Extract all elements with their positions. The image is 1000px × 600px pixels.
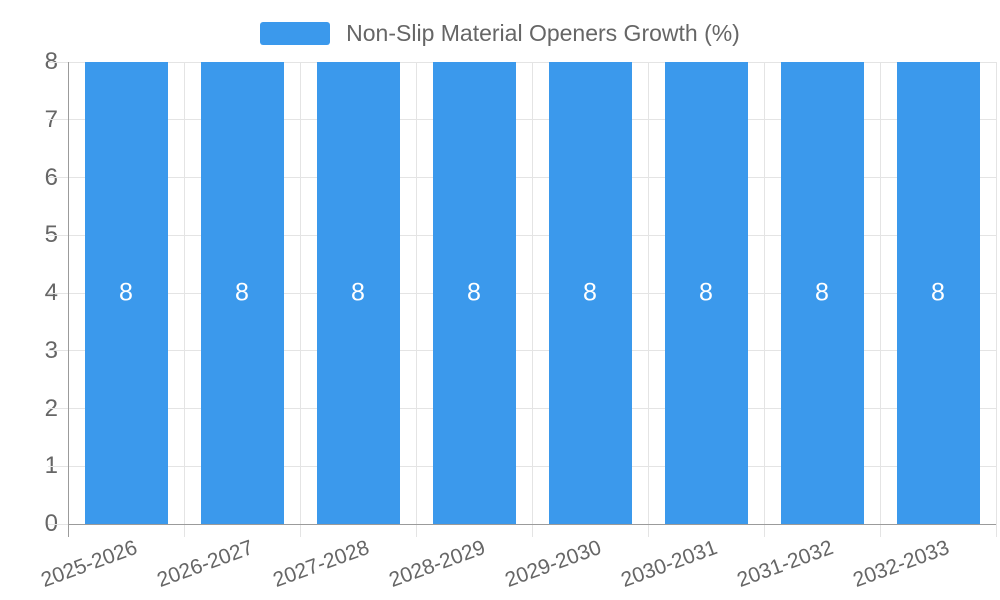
- y-axis-line: [67, 62, 69, 537]
- bar-2029-2030: 8: [548, 62, 632, 524]
- bar-value-label: 8: [815, 278, 829, 307]
- x-axis-line: [68, 523, 996, 525]
- legend-label[interactable]: Non-Slip Material Openers Growth (%): [346, 20, 740, 46]
- gridline-x-7: [879, 62, 881, 537]
- bar-2031-2032: 8: [780, 62, 864, 524]
- x-axis-tick-label: 2026-2027: [153, 536, 256, 592]
- legend[interactable]: Non-Slip Material Openers Growth (%): [0, 21, 1000, 45]
- bar-2027-2028: 8: [316, 62, 400, 524]
- plot-area: 8 8 8 8 8 8 8 8 2025-2026 2026-2027 2027-2028 2028-…: [38, 61, 997, 592]
- legend-swatch[interactable]: [260, 21, 331, 45]
- gridline-x-3: [415, 62, 417, 537]
- x-axis-tick-label: 2028-2029: [385, 536, 488, 592]
- gridline-y-4: [48, 292, 996, 294]
- gridline-x-8: [995, 62, 997, 537]
- gridline-x-4: [531, 62, 533, 537]
- gridline-y-1: [48, 465, 996, 467]
- bar-value-label: 8: [351, 278, 365, 307]
- bar-2025-2026: 8: [84, 62, 168, 524]
- x-axis-tick-label: 2029-2030: [501, 536, 604, 592]
- bar-2032-2033: 8: [896, 62, 980, 524]
- gridline-y-3: [48, 350, 996, 352]
- bar-2026-2027: 8: [200, 62, 284, 524]
- gridline-x-5: [647, 62, 649, 537]
- bar-value-label: 8: [931, 278, 945, 307]
- gridline-y-5: [48, 234, 996, 236]
- gridline-y-8: [48, 61, 996, 63]
- bar-value-label: 8: [119, 278, 133, 307]
- gridline-y-2: [48, 408, 996, 409]
- bar-2030-2031: 8: [664, 62, 748, 524]
- x-axis-tick-label: 2030-2031: [617, 536, 720, 592]
- x-axis-tick-label: 2031-2032: [733, 536, 836, 592]
- bar-value-label: 8: [467, 278, 481, 307]
- bar-2028-2029: 8: [432, 62, 516, 524]
- gridline-y-6: [48, 177, 996, 178]
- bar-value-label: 8: [699, 278, 713, 307]
- gridline-y-7: [48, 119, 996, 121]
- bar-value-label: 8: [583, 278, 597, 307]
- x-axis-tick-label: 2032-2033: [849, 536, 952, 592]
- gridline-x-1: [183, 62, 185, 537]
- gridline-x-2: [299, 62, 301, 537]
- x-axis-tick-label: 2025-2026: [37, 536, 140, 592]
- bar-value-label: 8: [235, 278, 249, 307]
- x-axis-tick-label: 2027-2028: [269, 536, 372, 592]
- gridline-x-6: [763, 62, 765, 537]
